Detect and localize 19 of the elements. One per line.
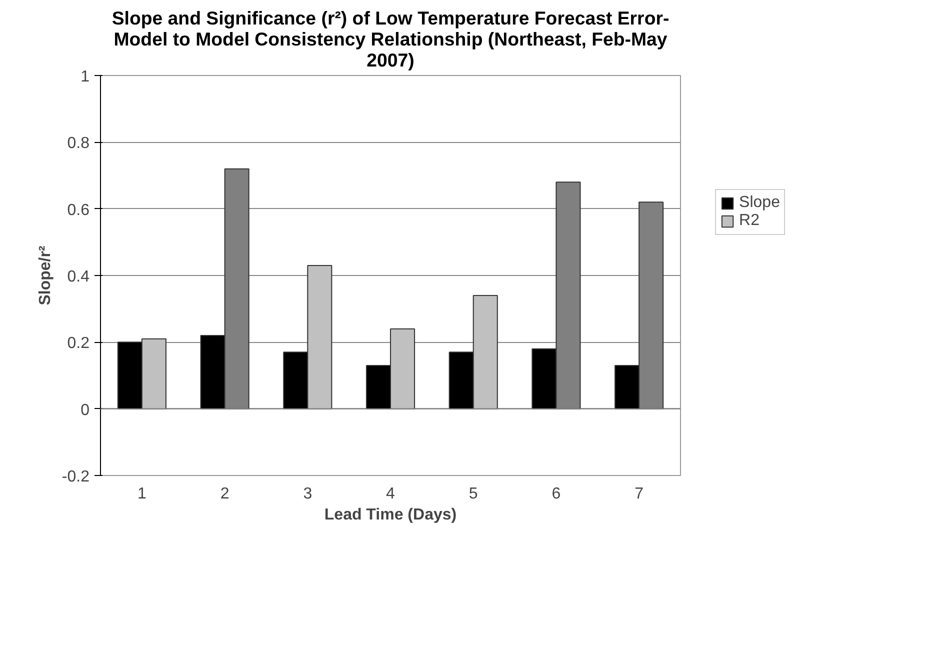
x-tick-label: 7 — [634, 486, 644, 502]
y-tick-label: 1 — [80, 68, 90, 86]
y-tick-label: -0.2 — [62, 468, 90, 486]
y-tick-label: 0.2 — [67, 335, 90, 352]
y-axis-title: Slope/r² — [36, 246, 54, 306]
legend-label: R2 — [739, 212, 760, 230]
x-tick-label: 5 — [468, 486, 478, 502]
legend-label: Slope — [739, 194, 780, 212]
x-tick-label: 6 — [552, 486, 561, 502]
y-tick-label: 0.4 — [67, 268, 90, 286]
y-tick-label: 0.6 — [67, 202, 90, 219]
y-tick-label: 0.8 — [67, 135, 90, 152]
y-tick-label: 0 — [80, 402, 90, 419]
x-tick-label: 2 — [220, 486, 230, 502]
x-tick-label: 3 — [303, 486, 312, 502]
x-tick-label: 4 — [386, 486, 396, 502]
x-tick-label: 1 — [137, 486, 146, 502]
x-axis-title: Lead Time (Days) — [324, 506, 457, 524]
chart-title: Slope and Significance (r²) of Low Temperature Forecast Error- Model to Model Consistency Relationship (Northeast, Feb-May 2007) — [112, 8, 670, 70]
